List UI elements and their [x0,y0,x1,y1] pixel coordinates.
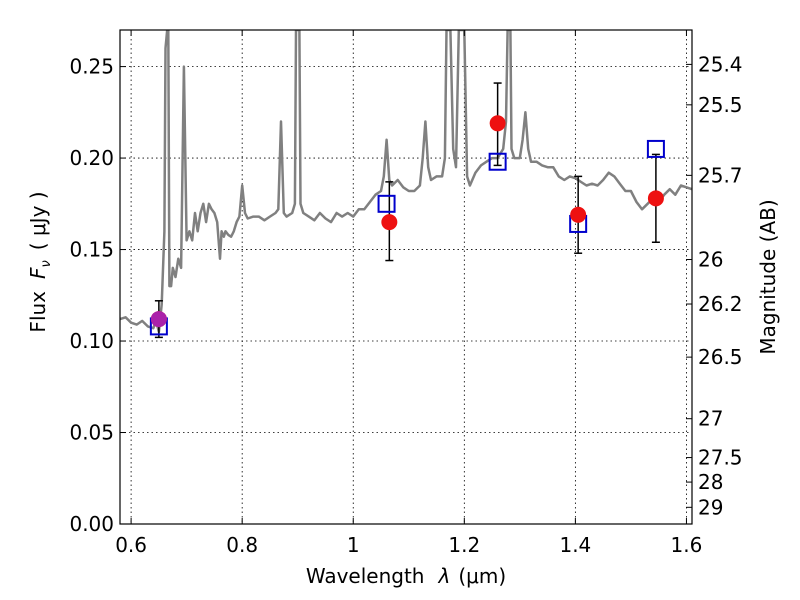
highlight-flux-point [150,311,167,328]
y2-tick-label: 28 [698,470,723,494]
y2-tick-label: 29 [698,495,723,519]
x-tick-label: 0.6 [115,533,147,557]
y2-tick-label: 25.7 [698,163,743,187]
observed-flux-point [647,190,664,207]
y-tick-label: 0.20 [69,146,114,170]
x-tick-label: 1 [347,533,360,557]
x-axis-title: Wavelength λ (μm) [306,564,506,588]
y2-tick-label: 25.5 [698,93,743,117]
y2-tick-label: 26 [698,248,723,272]
y2-tick-label: 27 [698,407,723,431]
x-tick-label: 1.6 [671,533,703,557]
model-photometry-square [646,139,665,158]
plot-frame [119,29,693,525]
plot-area [120,30,692,334]
observed-flux-point [381,214,398,231]
y2-axis-title: Magnitude (AB) [756,199,780,354]
data-markers [149,82,665,339]
x-tick-label: 1.4 [559,533,591,557]
y2-tick-label: 25.4 [698,52,743,76]
axes: 0.6 0.8 1 1.2 1.4 1.6 0.00 0.05 0.10 0.15 0.20 0.25… [69,30,743,557]
model-photometry-square [377,194,396,213]
y-tick-label: 0.05 [69,421,114,445]
observed-flux-point [489,115,506,132]
x-tick-label: 1.2 [448,533,480,557]
y2-tick-label: 26.2 [698,292,743,316]
y2-tick-label: 26.5 [698,345,743,369]
model-photometry-square [488,152,507,171]
x-tick-label: 0.8 [226,533,258,557]
y-tick-label: 0.10 [69,329,114,353]
y2-tick-label: 27.5 [698,446,743,470]
y-tick-label: 0.15 [69,238,114,262]
y-axis-title: FluxFν( μJy ) [26,191,54,332]
y-tick-label: 0.00 [69,512,114,536]
y-tick-label: 0.25 [69,55,114,79]
model-spectrum-line [120,30,692,334]
observed-flux-point [570,206,587,223]
